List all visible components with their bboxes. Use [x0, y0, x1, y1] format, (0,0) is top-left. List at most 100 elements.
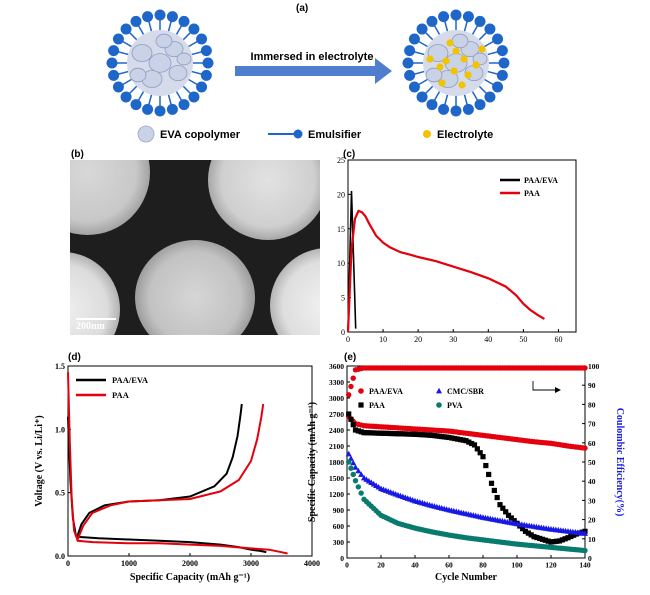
legend-eva: EVA copolymer	[160, 129, 241, 141]
y2-tick-label: 50	[588, 458, 596, 467]
eva-copolymer-domain	[168, 64, 188, 82]
data-point	[491, 487, 497, 494]
emulsifier-tail	[484, 40, 495, 48]
data-point	[503, 509, 509, 515]
axis-arrow-head	[555, 387, 561, 393]
emulsifier-head	[112, 81, 124, 93]
eva-copolymer-domain	[451, 33, 469, 49]
emulsifier-tail	[128, 31, 138, 41]
electrolyte-dot	[464, 71, 472, 79]
data-point	[469, 440, 475, 447]
y2-tick-label: 0	[588, 554, 592, 563]
data-point	[477, 450, 483, 456]
legend-electrolyte: Electrolyte	[437, 129, 493, 141]
eva-copolymer-circle-icon	[137, 125, 155, 143]
data-point	[452, 435, 458, 442]
data-point	[568, 533, 574, 540]
emulsifier-head-icon	[293, 129, 303, 139]
emulsifier-head	[498, 57, 510, 69]
y-tick-label: 15	[337, 225, 345, 234]
y-tick-label: 0.0	[55, 552, 65, 561]
x-tick-label: 40	[484, 335, 492, 344]
data-point	[358, 471, 365, 477]
data-point	[449, 435, 455, 441]
axis-arrow	[532, 381, 557, 391]
data-point	[539, 536, 546, 542]
data-point	[352, 427, 359, 433]
data-point	[350, 375, 356, 381]
eva-copolymer-domain	[425, 67, 443, 83]
y-tick-label: 300	[333, 538, 345, 547]
emulsifier-tail	[175, 24, 183, 35]
legend-label: PAA/EVA	[524, 176, 558, 185]
emulsifier-head	[112, 33, 124, 45]
y-tick-label: 0.5	[55, 489, 65, 498]
series-line	[67, 372, 288, 555]
data-point	[355, 467, 362, 474]
data-point	[352, 477, 359, 484]
y2-tick-label: 30	[588, 496, 596, 505]
data-point	[522, 528, 529, 534]
data-point	[500, 505, 506, 511]
x-axis-title: Specific Capacity (mAh g⁻¹)	[130, 572, 250, 583]
y-tick-label: 2100	[329, 442, 344, 451]
x-tick-label: 80	[479, 561, 487, 570]
data-point	[463, 438, 469, 444]
data-point	[466, 439, 472, 445]
emulsifier-tail	[191, 50, 203, 56]
x-tick-label: 30	[449, 335, 457, 344]
emulsifier-head	[438, 11, 450, 23]
emulsifier-head	[496, 45, 508, 57]
data-point	[505, 512, 512, 518]
chart-panel-e: 0 20 40 60 80 100 120 1400300600900120015001800…	[307, 362, 625, 583]
panel-c-label: (c)	[343, 149, 356, 160]
data-point	[346, 459, 352, 465]
legend-label: PAA	[369, 401, 385, 410]
x-tick-label: 0	[66, 559, 70, 568]
data-point	[345, 450, 352, 457]
emulsifier-tail	[147, 94, 153, 106]
emulsifier-tail	[175, 91, 183, 102]
electrolyte-dot	[436, 63, 444, 71]
y-tick-label: 3600	[329, 362, 344, 371]
emulsifier-head	[404, 69, 416, 81]
emulsifier-head	[106, 57, 118, 69]
emulsifier-tail	[182, 31, 192, 41]
emulsifier-tail	[417, 40, 428, 48]
y-tick-label: 1200	[329, 490, 344, 499]
data-point	[471, 442, 478, 448]
electrolyte-dot	[478, 45, 486, 53]
emulsifier-head	[200, 69, 212, 81]
emulsifier-head	[166, 103, 178, 115]
series-line	[346, 209, 545, 333]
y-tick-label: 1.5	[55, 362, 65, 371]
data-point	[480, 454, 486, 460]
emulsifier-tail	[182, 85, 192, 95]
electrolyte-dot	[426, 55, 434, 63]
emulsifier-head	[404, 45, 416, 57]
electrolyte-dot	[452, 47, 460, 55]
data-point	[508, 515, 514, 521]
x-tick-label: 20	[414, 335, 422, 344]
emulsifier-head	[450, 9, 462, 21]
data-point	[460, 437, 466, 443]
data-point	[346, 392, 352, 398]
emulsifier-head	[408, 81, 420, 93]
y-tick-label: 0	[341, 328, 345, 337]
data-point	[556, 538, 563, 544]
y-tick-label: 1.0	[55, 425, 65, 434]
y-axis-title: Specific Capacity (mAh g⁻¹)	[307, 402, 318, 522]
x-tick-label: 4000	[304, 559, 320, 568]
emulsifier-tail	[167, 20, 173, 32]
y-tick-label: 5	[341, 294, 345, 303]
y-tick-label: 3300	[329, 378, 344, 387]
emulsifier-head	[426, 15, 438, 27]
scale-bar-label: 200nm	[76, 321, 105, 332]
emulsifier-tail	[487, 50, 499, 56]
emulsifier-tail	[188, 40, 199, 48]
emulsifier-head	[474, 99, 486, 111]
legend-label: CMC/SBR	[447, 387, 484, 396]
data-point	[548, 539, 554, 545]
legend-label: PAA	[524, 189, 540, 198]
data-point	[358, 490, 364, 496]
